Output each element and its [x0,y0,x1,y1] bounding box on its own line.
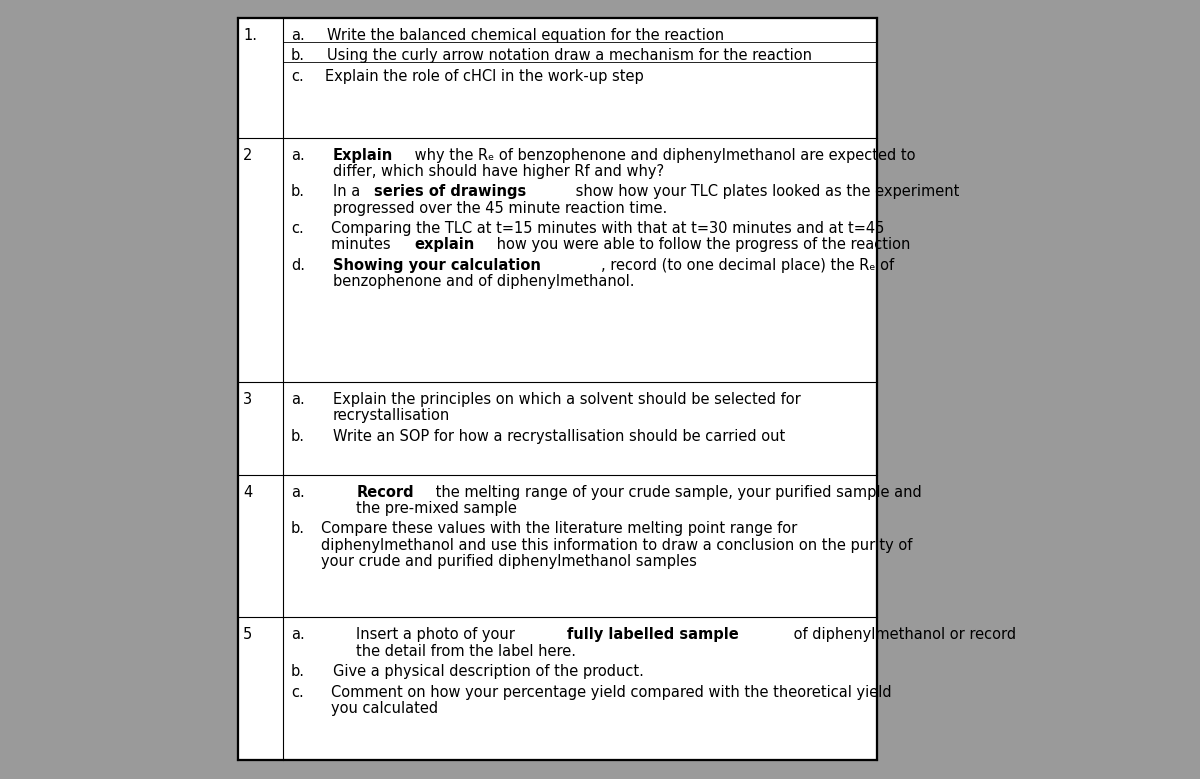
Text: Explain the role of cHCl in the work-up step: Explain the role of cHCl in the work-up … [325,69,644,84]
Text: b.: b. [292,48,305,63]
Text: benzophenone and of diphenylmethanol.: benzophenone and of diphenylmethanol. [332,274,635,289]
Text: a.: a. [292,148,305,163]
Text: b.: b. [292,664,305,679]
Text: minutes: minutes [331,238,396,252]
Text: the pre-mixed sample: the pre-mixed sample [356,501,517,516]
Text: the melting range of your crude sample, your purified sample and: the melting range of your crude sample, … [431,485,922,500]
Text: Comparing the TLC at t=15 minutes with that at t=30 minutes and at t=45: Comparing the TLC at t=15 minutes with t… [331,221,884,236]
Text: why the Rₑ of benzophenone and diphenylmethanol are expected to: why the Rₑ of benzophenone and diphenylm… [410,148,916,163]
Text: b.: b. [292,521,305,537]
Text: fully labelled sample: fully labelled sample [568,627,739,643]
Text: 1.: 1. [242,28,257,43]
Text: a.: a. [292,28,305,43]
Text: Using the curly arrow notation draw a mechanism for the reaction: Using the curly arrow notation draw a me… [326,48,812,63]
Text: you calculated: you calculated [331,701,438,716]
Text: 4: 4 [242,485,252,500]
Text: d.: d. [292,258,305,273]
Bar [238,18,877,760]
Text: Write an SOP for how a recrystallisation should be carried out: Write an SOP for how a recrystallisation… [332,428,785,444]
Text: Insert a photo of your: Insert a photo of your [356,627,520,643]
Text: progressed over the 45 minute reaction time.: progressed over the 45 minute reaction t… [332,201,667,216]
Text: In a: In a [332,185,365,199]
Text: Record: Record [356,485,414,500]
Text: your crude and purified diphenylmethanol samples: your crude and purified diphenylmethanol… [322,554,697,569]
Text: Give a physical description of the product.: Give a physical description of the produ… [332,664,644,679]
Text: of diphenylmethanol or record: of diphenylmethanol or record [790,627,1016,643]
Text: Showing your calculation: Showing your calculation [332,258,541,273]
Text: Comment on how your percentage yield compared with the theoretical yield: Comment on how your percentage yield com… [331,685,892,700]
Text: the detail from the label here.: the detail from the label here. [356,643,576,659]
Text: differ, which should have higher Rf and why?: differ, which should have higher Rf and … [332,164,664,179]
Text: diphenylmethanol and use this information to draw a conclusion on the purity of: diphenylmethanol and use this informatio… [322,538,912,553]
Text: a.: a. [292,485,305,500]
Text: Explain: Explain [332,148,392,163]
Text: c.: c. [292,685,304,700]
Text: Write the balanced chemical equation for the reaction: Write the balanced chemical equation for… [326,28,724,43]
Text: 2: 2 [242,148,252,163]
Text: , record (to one decimal place) the Rₑ of: , record (to one decimal place) the Rₑ o… [601,258,894,273]
Text: 5: 5 [242,627,252,643]
Text: b.: b. [292,185,305,199]
Text: series of drawings: series of drawings [374,185,527,199]
Text: a.: a. [292,392,305,407]
Text: 3: 3 [242,392,252,407]
Text: show how your TLC plates looked as the experiment: show how your TLC plates looked as the e… [570,185,959,199]
Text: Explain the principles on which a solvent should be selected for: Explain the principles on which a solven… [332,392,800,407]
Text: b.: b. [292,428,305,444]
Text: how you were able to follow the progress of the reaction: how you were able to follow the progress… [492,238,911,252]
Text: recrystallisation: recrystallisation [332,408,450,423]
Text: explain: explain [414,238,474,252]
Text: c.: c. [292,69,304,84]
Bar [238,18,877,760]
Text: a.: a. [292,627,305,643]
Text: c.: c. [292,221,304,236]
Text: Compare these values with the literature melting point range for: Compare these values with the literature… [322,521,797,537]
